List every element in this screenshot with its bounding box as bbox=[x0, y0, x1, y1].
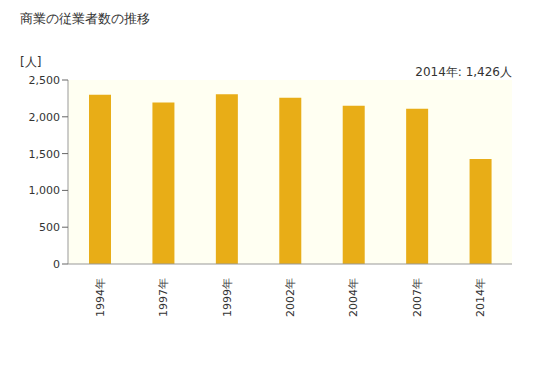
html-text:商業の従業者数の推移: 商業の従業者数の推移 bbox=[20, 11, 150, 26]
svg-text:1,500: 1,500 bbox=[29, 148, 61, 161]
svg-text:2007年: 2007年 bbox=[411, 278, 424, 317]
svg-text:1999年: 1999年 bbox=[221, 278, 234, 317]
svg-text:1994年: 1994年 bbox=[94, 278, 107, 317]
svg-text:2,000: 2,000 bbox=[29, 111, 61, 124]
svg-text:1,000: 1,000 bbox=[29, 184, 61, 197]
svg-text:0: 0 bbox=[53, 258, 60, 271]
html-text:2014年: 1,426人: 2014年: 1,426人 bbox=[415, 65, 512, 79]
html-text:[人]: [人] bbox=[20, 55, 42, 69]
svg-text:2002年: 2002年 bbox=[284, 278, 297, 317]
svg-text:500: 500 bbox=[39, 221, 60, 234]
svg-text:1997年: 1997年 bbox=[157, 278, 170, 317]
svg-text:2,500: 2,500 bbox=[29, 74, 61, 87]
svg-text:2014年: 2014年 bbox=[474, 278, 487, 317]
svg-text:2004年: 2004年 bbox=[347, 278, 360, 317]
